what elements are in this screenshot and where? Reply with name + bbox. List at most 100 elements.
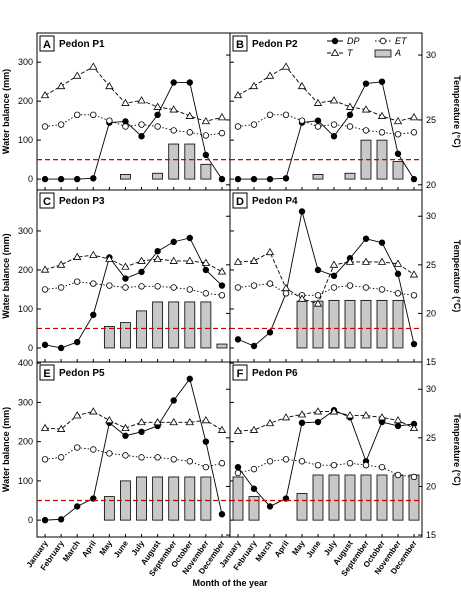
- marker: [394, 422, 402, 430]
- y-tick-label: 300: [18, 57, 33, 67]
- marker: [330, 133, 338, 140]
- marker: [170, 284, 177, 291]
- bar: [392, 161, 404, 180]
- marker: [154, 111, 161, 119]
- series-line: [237, 458, 415, 478]
- panel-letter: E: [43, 368, 50, 380]
- series-line: [44, 447, 223, 468]
- marker: [138, 283, 145, 290]
- y-tick-label: 300: [18, 397, 33, 407]
- marker: [170, 397, 177, 404]
- marker: [330, 121, 338, 128]
- marker: [266, 329, 274, 336]
- bar: [296, 300, 308, 349]
- marker: [282, 456, 290, 463]
- legend-label: T: [347, 48, 354, 58]
- x-tick-label: April: [80, 539, 98, 559]
- series-line: [45, 411, 223, 431]
- marker: [202, 132, 210, 139]
- bar: [184, 143, 196, 180]
- marker: [153, 417, 162, 426]
- marker: [153, 254, 162, 262]
- marker: [250, 121, 258, 128]
- panel-letter-box: [232, 364, 248, 381]
- marker: [361, 105, 371, 113]
- marker: [393, 116, 403, 125]
- y2-tick-label: 20: [426, 481, 436, 491]
- marker: [186, 286, 193, 293]
- marker: [410, 175, 418, 183]
- marker: [314, 123, 322, 130]
- marker: [137, 96, 146, 104]
- marker: [122, 275, 129, 282]
- marker: [138, 428, 145, 436]
- y-tick-label: 300: [18, 226, 33, 236]
- marker: [282, 290, 290, 297]
- bar: [232, 476, 244, 521]
- marker: [410, 292, 418, 299]
- marker: [330, 272, 338, 280]
- marker: [266, 175, 274, 183]
- marker: [218, 282, 226, 289]
- panel-letter-box: [39, 192, 55, 209]
- marker: [265, 418, 275, 427]
- marker: [41, 516, 49, 524]
- panel-letter-box: [39, 35, 55, 52]
- y2-tick-label: 15: [426, 357, 436, 367]
- marker: [201, 116, 211, 125]
- panel-title: Pedon P3: [59, 196, 105, 207]
- marker: [313, 407, 323, 415]
- y-axis-title: Water balance (mm): [1, 69, 11, 154]
- series-line: [44, 237, 223, 349]
- series-line: [44, 254, 223, 273]
- marker: [186, 79, 193, 86]
- marker: [298, 117, 306, 124]
- marker: [56, 260, 66, 268]
- marker: [281, 283, 291, 292]
- y2-tick-label: 25: [426, 115, 436, 125]
- marker: [249, 81, 259, 90]
- bar: [328, 299, 340, 349]
- marker: [314, 117, 322, 124]
- marker: [74, 111, 81, 119]
- marker: [40, 265, 50, 273]
- marker: [394, 131, 402, 138]
- panel-title: Pedon P5: [59, 368, 105, 379]
- marker: [329, 260, 339, 268]
- marker: [250, 485, 258, 492]
- legend-label: ET: [395, 36, 408, 46]
- bar: [184, 476, 196, 521]
- legend-marker: [331, 37, 339, 45]
- marker: [346, 123, 354, 130]
- y-axis-title: Water balance (mm): [1, 407, 11, 492]
- marker: [346, 460, 354, 467]
- marker: [393, 416, 403, 424]
- y-tick-label: 0: [28, 174, 33, 184]
- marker: [40, 423, 50, 432]
- marker: [329, 96, 339, 104]
- marker: [233, 90, 243, 99]
- marker: [74, 175, 81, 183]
- series-line: [45, 82, 223, 180]
- bar: [360, 299, 372, 349]
- panel: 0 100 200 300 A Pedon P1: [18, 32, 231, 191]
- bar: [376, 299, 388, 349]
- marker: [201, 258, 211, 266]
- y-tick-label: 200: [18, 96, 33, 106]
- marker: [297, 410, 307, 418]
- marker: [137, 417, 146, 426]
- bar: [120, 322, 131, 349]
- marker: [410, 129, 418, 136]
- marker: [73, 252, 82, 260]
- series-line: [237, 66, 415, 122]
- marker: [41, 341, 49, 349]
- marker: [282, 175, 290, 182]
- x-tick-label: June: [305, 539, 323, 560]
- panel: 15 20 25 30 D Pedon P4: [229, 189, 436, 367]
- plot-frame: [229, 361, 423, 538]
- marker: [74, 278, 81, 285]
- marker: [298, 458, 306, 465]
- marker: [218, 129, 226, 137]
